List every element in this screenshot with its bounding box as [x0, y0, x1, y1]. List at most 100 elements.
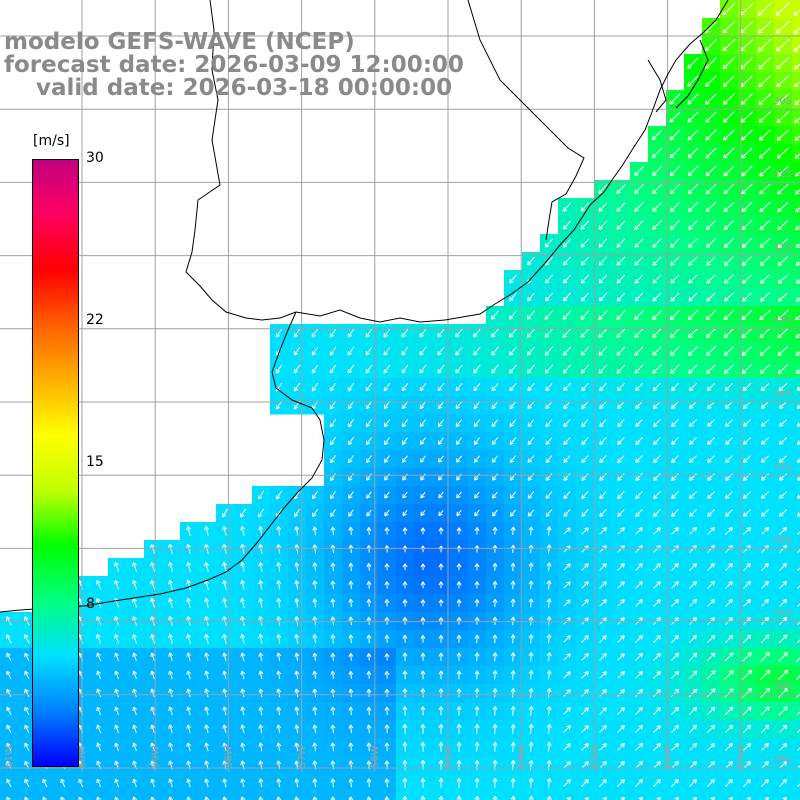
wind-arrow [312, 491, 318, 500]
wind-arrow [599, 382, 607, 392]
wind-speed-cell [126, 792, 145, 800]
wind-arrow [438, 455, 444, 463]
wind-arrow [330, 670, 336, 679]
wind-arrow [473, 328, 481, 338]
wind-arrow [276, 580, 282, 590]
longitude-label: 56W [370, 745, 381, 768]
wind-arrow [671, 743, 679, 751]
wind-arrow [777, 256, 789, 266]
wind-arrow [794, 117, 800, 123]
wind-arrow [706, 670, 716, 680]
wind-arrow [653, 653, 661, 661]
wind-arrow [563, 707, 571, 715]
wind-arrow [492, 509, 498, 517]
wind-arrow [777, 201, 789, 213]
wind-arrow [114, 652, 119, 662]
wind-arrow [724, 292, 734, 302]
wind-arrow [257, 490, 265, 500]
wind-arrow [635, 761, 643, 769]
wind-arrow [705, 201, 717, 213]
wind-arrow [669, 111, 681, 123]
wind-arrow [725, 616, 734, 625]
wind-arrow [687, 328, 698, 339]
wind-arrow [670, 292, 680, 302]
wind-arrow [760, 724, 770, 734]
wind-arrow [258, 778, 264, 788]
wind-arrow [168, 742, 174, 752]
wind-arrow [688, 256, 698, 266]
wind-arrow [635, 419, 643, 427]
wind-speed-cell [792, 630, 800, 649]
wind-arrow [778, 401, 788, 409]
wind-arrow [688, 274, 698, 284]
wind-arrow [366, 527, 372, 535]
wind-arrow [528, 688, 534, 698]
wind-arrow [653, 599, 661, 607]
wind-arrow [581, 419, 589, 428]
wind-arrow [437, 419, 445, 427]
wind-arrow [581, 671, 589, 679]
wind-arrow [634, 292, 644, 302]
wind-arrow [293, 382, 301, 392]
wind-arrow [706, 634, 716, 644]
wind-arrow [204, 688, 210, 698]
wind-arrow [528, 723, 534, 734]
wind-arrow [634, 328, 644, 338]
wind-arrow [347, 382, 355, 392]
wind-arrow [24, 688, 30, 698]
wind-speed-cell [36, 792, 55, 800]
wind-arrow [401, 437, 408, 445]
wind-arrow [60, 796, 65, 800]
wind-speed-cell [180, 792, 199, 800]
wind-arrow [725, 527, 733, 535]
wind-arrow [132, 652, 138, 662]
wind-arrow [258, 742, 264, 752]
wind-arrow [329, 364, 337, 374]
wind-arrow [348, 580, 354, 589]
wind-arrow [724, 706, 734, 716]
wind-arrow [132, 796, 138, 800]
wind-arrow [635, 491, 643, 499]
wind-arrow [687, 147, 699, 159]
wind-arrow [474, 527, 480, 535]
latitude-label: 33S [773, 316, 792, 327]
wind-arrow [509, 382, 517, 392]
wind-arrow [509, 274, 517, 284]
wind-arrow [797, 531, 800, 535]
wind-arrow [723, 256, 734, 266]
wind-speed-cell [792, 396, 800, 415]
wind-arrow [420, 795, 426, 800]
wind-arrow [724, 652, 734, 662]
wind-arrow [653, 473, 661, 481]
wind-arrow [580, 256, 590, 266]
wind-arrow [689, 724, 698, 733]
wind-arrow [794, 171, 800, 177]
wind-arrow [758, 93, 772, 105]
wind-arrow [96, 742, 102, 752]
wind-arrow [456, 527, 462, 535]
wind-arrow [24, 616, 30, 626]
wind-arrow [779, 581, 787, 589]
wind-arrow [384, 581, 390, 589]
wind-arrow [563, 563, 571, 571]
wind-speed-cell [792, 432, 800, 451]
wind-arrow [222, 724, 228, 734]
wind-arrow [580, 274, 590, 284]
wind-arrow [420, 563, 426, 571]
wind-arrow [652, 184, 662, 195]
wind-arrow [419, 346, 427, 356]
wind-arrow [707, 563, 715, 571]
latitude-label: 39S [773, 755, 792, 766]
wind-arrow [777, 292, 788, 302]
wind-arrow [240, 615, 246, 626]
wind-arrow [671, 401, 679, 410]
wind-arrow [526, 310, 536, 320]
wind-arrow [330, 652, 336, 661]
wind-arrow [794, 189, 800, 195]
wind-arrow [474, 741, 480, 752]
wind-arrow [456, 777, 462, 788]
wind-arrow [24, 778, 30, 788]
wind-arrow [796, 711, 800, 716]
wind-arrow [563, 635, 571, 643]
wind-arrow [670, 238, 680, 248]
